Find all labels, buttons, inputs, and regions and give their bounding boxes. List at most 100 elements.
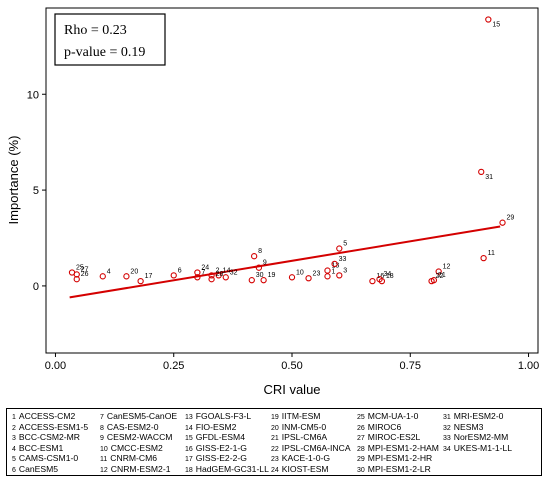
legend-item-1: 1 ACCESS-CM2 <box>12 411 75 423</box>
point-label-3: 3 <box>343 267 347 274</box>
trend-line <box>69 225 501 299</box>
legend-model-name: CNRM-CM6 <box>110 453 158 464</box>
legend-model-name: FGOALS-F3-L <box>195 411 252 421</box>
data-point-34 <box>376 276 383 283</box>
legend-number: 34 <box>443 445 451 453</box>
legend-number: 23 <box>271 456 279 464</box>
data-point-30 <box>248 277 255 284</box>
legend-model-name: CanESM5 <box>18 464 59 474</box>
point-label-33: 33 <box>339 256 347 263</box>
legend-number: 16 <box>185 445 193 453</box>
x-tick-label: 0.00 <box>45 360 66 372</box>
point-label-15: 15 <box>492 22 500 29</box>
point-label-19: 19 <box>268 272 276 279</box>
legend-number: 20 <box>271 424 279 432</box>
legend-model-name: IPSL-CM6A-INCA <box>281 442 351 453</box>
data-point-12 <box>435 268 442 275</box>
point-label-7: 7 <box>201 269 205 276</box>
data-point-19 <box>260 277 267 284</box>
legend-number: 22 <box>271 445 279 453</box>
point-label-25: 25 <box>76 265 84 272</box>
legend-item-4: 4 BCC-ESM1 <box>12 443 63 455</box>
legend-item-24: 24 KIOST-ESM <box>271 464 329 476</box>
legend-number: 24 <box>271 467 279 474</box>
data-point-23 <box>305 275 312 282</box>
point-label-1: 1 <box>331 268 335 275</box>
rho-text: Rho = 0.23 <box>64 23 127 38</box>
legend-model-name: CAMS-CSM1-0 <box>18 453 79 464</box>
y-axis-title: Importance (%) <box>6 136 21 225</box>
legend-number: 33 <box>443 435 451 443</box>
legend-number: 8 <box>100 424 104 432</box>
legend-item-22: 22 IPSL-CM6A-INCA <box>271 443 351 455</box>
legend-number: 31 <box>443 414 451 421</box>
p-value-text: p-value = 0.19 <box>64 45 145 60</box>
legend-number: 28 <box>357 445 365 453</box>
point-label-32: 32 <box>230 269 238 276</box>
data-point-32 <box>222 274 229 281</box>
data-point-9 <box>255 264 263 271</box>
x-tick-label: 0.75 <box>400 360 421 372</box>
legend-item-13: 13 FGOALS-F3-L <box>185 411 251 423</box>
data-point-28 <box>208 276 215 283</box>
legend-number: 7 <box>100 414 104 421</box>
legend-number: 5 <box>12 456 16 464</box>
legend-item-19: 19 IITM-ESM <box>271 411 320 423</box>
point-label-9: 9 <box>263 260 267 267</box>
legend-model-name: IPSL-CM6A <box>281 432 328 443</box>
x-axis-ticks: 0.00 0.25 0.50 0.75 1.00 <box>45 353 539 372</box>
legend-item-26: 26 MIROC6 <box>357 422 401 434</box>
legend-model-name: MIROC6 <box>367 421 402 432</box>
legend-model-name: MIROC-ES2L <box>367 432 421 443</box>
legend-number: 26 <box>357 424 365 432</box>
legend-model-name: INM-CM5-0 <box>281 421 327 432</box>
legend-item-15: 15 GFDL-ESM4 <box>185 432 245 444</box>
point-label-31: 31 <box>485 174 493 181</box>
point-label-27: 27 <box>81 266 89 273</box>
y-tick-label: 0 <box>33 281 39 293</box>
point-label-14: 14 <box>223 267 231 274</box>
legend-item-9: 9 CESM2-WACCM <box>100 432 172 444</box>
legend-model-name: GISS-E2-2-G <box>195 453 247 464</box>
data-point-14 <box>215 272 222 279</box>
point-label-17: 17 <box>145 273 153 280</box>
legend-item-17: 17 GISS-E2-2-G <box>185 453 247 465</box>
point-label-5: 5 <box>343 241 347 248</box>
point-label-8: 8 <box>258 248 262 255</box>
legend-model-name: ACCESS-ESM1-5 <box>18 421 89 432</box>
legend-model-name: BCC-ESM1 <box>18 442 64 453</box>
data-point-8 <box>251 253 258 260</box>
point-label-24: 24 <box>201 265 209 272</box>
legend-item-12: 12 CNRM-ESM2-1 <box>100 464 170 476</box>
legend-item-20: 20 INM-CM5-0 <box>271 422 326 434</box>
legend-item-6: 6 CanESM5 <box>12 464 58 476</box>
legend-model-name: MPI-ESM1-2-HAM <box>367 442 439 453</box>
data-point-3 <box>336 272 343 279</box>
point-label-30: 30 <box>256 272 264 279</box>
data-point-6 <box>170 272 177 279</box>
point-label-26: 26 <box>81 271 89 278</box>
legend-number: 32 <box>443 424 451 432</box>
legend-number: 9 <box>100 435 104 443</box>
legend-model-name: CNRM-ESM2-1 <box>110 464 171 474</box>
data-point-11 <box>480 254 487 262</box>
data-point-15 <box>485 16 492 23</box>
legend-model-name: BCC-CSM2-MR <box>18 432 81 443</box>
legend-model-name: HadGEM-GC31-LL <box>195 464 269 474</box>
legend-model-name: CanESM5-CanOE <box>106 411 178 421</box>
legend-model-name: ACCESS-CM2 <box>18 411 76 421</box>
legend-model-name: KACE-1-0-G <box>281 453 331 464</box>
legend-number: 10 <box>100 445 108 453</box>
legend-number: 27 <box>357 435 365 443</box>
legend-number: 1 <box>12 414 16 421</box>
point-label-12: 12 <box>443 264 451 271</box>
point-label-2: 2 <box>216 267 220 274</box>
legend-number: 2 <box>12 424 16 432</box>
legend-item-7: 7 CanESM5-CanOE <box>100 411 177 423</box>
data-point-13 <box>324 267 331 274</box>
point-label-23: 23 <box>313 270 321 277</box>
legend-number: 19 <box>271 414 279 421</box>
legend-model-name: GISS-E2-1-G <box>195 442 247 453</box>
legend-item-33: 33 NorESM2-MM <box>443 432 508 444</box>
